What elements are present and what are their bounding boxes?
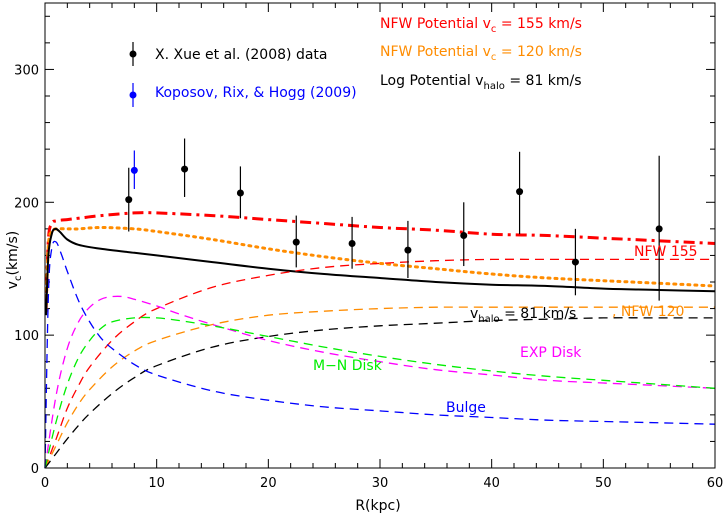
xue-data-point xyxy=(404,246,412,254)
annotation-nfw120: , NFW 120 xyxy=(612,304,684,320)
xue-data-point xyxy=(292,238,300,246)
data-points xyxy=(125,138,663,301)
model-curves xyxy=(44,211,717,469)
legend-xue-label: X. Xue et al. (2008) data xyxy=(155,47,327,63)
x-tick-label: 50 xyxy=(595,476,612,491)
x-tick-label: 10 xyxy=(148,476,165,491)
series-line-4 xyxy=(44,306,715,469)
x-tick-label: 60 xyxy=(707,476,724,491)
x-tick-label: 0 xyxy=(41,476,49,491)
xue-data-point xyxy=(571,258,579,266)
y-tick-label: 300 xyxy=(14,63,39,78)
xue-data-point xyxy=(348,239,356,247)
y-tick-label: 200 xyxy=(14,196,39,211)
legend-nfw155: NFW Potential vc = 155 km/s xyxy=(380,16,582,35)
legend-koposov-marker xyxy=(129,91,137,99)
series-line-0 xyxy=(44,211,716,309)
xue-data-point xyxy=(236,189,244,197)
series-line-7 xyxy=(44,316,716,469)
x-tick-label: 40 xyxy=(483,476,500,491)
y-axis-title: vc(km/s) xyxy=(5,231,24,289)
plot-frame xyxy=(44,2,716,469)
series-line-6 xyxy=(44,295,716,469)
annotation-mn-disk: M−N Disk xyxy=(313,358,383,374)
xue-data-point xyxy=(125,196,133,204)
x-tick-label: 30 xyxy=(372,476,389,491)
xue-data-point xyxy=(460,232,468,239)
x-tick-label: 20 xyxy=(260,476,277,491)
annotation-exp-disk: EXP Disk xyxy=(520,345,582,361)
series-line-2 xyxy=(45,227,716,316)
y-axis-title-sub: c xyxy=(13,275,24,281)
xue-data-point xyxy=(181,165,189,173)
xue-data-point xyxy=(516,188,524,196)
legend-koposov-label: Koposov, Rix, & Hogg (2009) xyxy=(155,85,357,101)
legend-log: Log Potential vhalo = 81 km/s xyxy=(380,73,582,92)
xue-data-point xyxy=(655,225,663,233)
series-line-3 xyxy=(44,258,715,469)
y-axis-title-main: v xyxy=(5,281,21,289)
y-axis-title-tail: (km/s) xyxy=(5,231,21,276)
annotation-nfw155: NFW 155 xyxy=(634,244,698,260)
series-line-8 xyxy=(44,240,716,469)
legend-xue-marker xyxy=(129,50,137,58)
legend-koposov: Koposov, Rix, & Hogg (2009) xyxy=(129,83,357,107)
annotation-vhalo: vhalo = 81 km/s xyxy=(470,306,576,325)
x-axis-title: R(kpc) xyxy=(355,498,400,514)
series-line-5 xyxy=(44,317,715,469)
legend-xue: X. Xue et al. (2008) data xyxy=(129,42,327,66)
tick-labels: 0 10 20 30 40 50 60 0 100 200 300 xyxy=(14,63,723,491)
annotation-bulge: Bulge xyxy=(446,400,486,416)
y-tick-label: 100 xyxy=(14,329,39,344)
legend-nfw120: NFW Potential vc = 120 km/s xyxy=(380,44,582,63)
y-tick-label: 0 xyxy=(31,462,39,477)
koposov-data-point xyxy=(130,166,138,174)
